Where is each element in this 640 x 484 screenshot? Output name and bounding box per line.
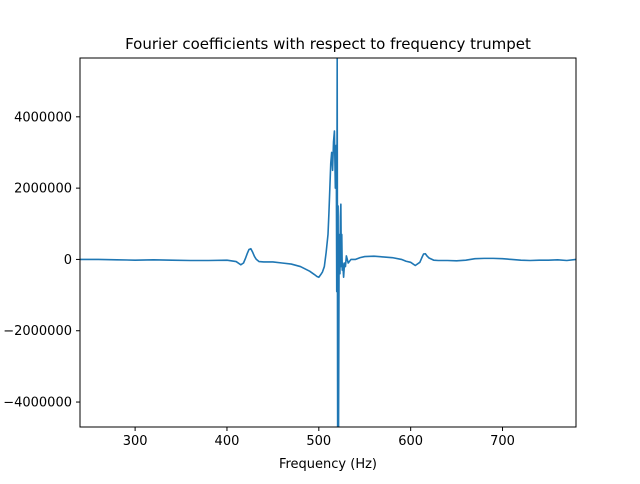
series-line-0 bbox=[80, 58, 576, 427]
x-tick-label: 300 bbox=[123, 434, 148, 449]
x-tick-label: 500 bbox=[306, 434, 331, 449]
x-tick-label: 400 bbox=[215, 434, 240, 449]
y-axis: −4000000 −2000000 0 2000000 4000000 bbox=[3, 110, 80, 411]
y-tick-label: −4000000 bbox=[3, 396, 72, 411]
y-tick-label: 0 bbox=[64, 253, 72, 268]
y-tick-label: 4000000 bbox=[14, 110, 72, 125]
y-tick-label: 2000000 bbox=[14, 182, 72, 197]
x-tick-label: 600 bbox=[398, 434, 423, 449]
chart-title: Fourier coefficients with respect to fre… bbox=[125, 35, 531, 53]
x-axis-title: Frequency (Hz) bbox=[279, 457, 377, 472]
x-tick-label: 700 bbox=[490, 434, 515, 449]
y-tick-label: −2000000 bbox=[3, 324, 72, 339]
plot-area-frame bbox=[79, 57, 577, 428]
series-layer bbox=[80, 58, 576, 427]
x-axis: 300 400 500 600 700 bbox=[123, 427, 515, 449]
